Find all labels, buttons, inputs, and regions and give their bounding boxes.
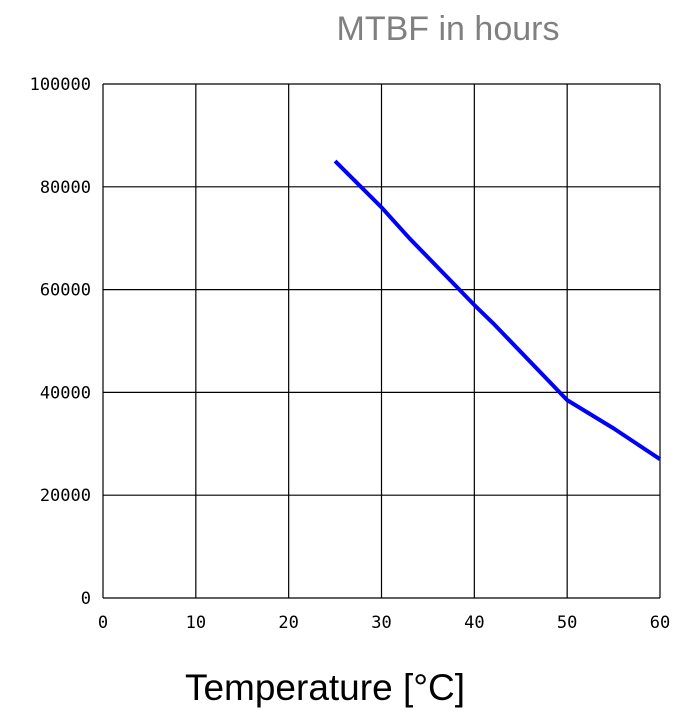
x-tick-label: 40 — [464, 613, 484, 633]
grid — [102, 83, 661, 599]
y-tick-label: 60000 — [40, 281, 91, 301]
y-tick-label: 40000 — [40, 383, 91, 403]
chart-title: MTBF in hours — [337, 10, 560, 48]
y-tick-label: 80000 — [40, 178, 91, 198]
x-tick-label: 30 — [371, 613, 391, 633]
series-line-0 — [333, 159, 662, 461]
series-group — [333, 159, 662, 461]
x-axis-label: Temperature [°C] — [185, 667, 465, 708]
y-tick-label: 0 — [81, 589, 91, 609]
x-tick-label: 0 — [98, 613, 108, 633]
x-tick-labels: 0 10 20 30 40 50 60 — [98, 613, 670, 633]
y-tick-label: 100000 — [30, 75, 91, 95]
x-tick-label: 60 — [650, 613, 670, 633]
y-tick-labels: 0 20000 40000 60000 80000 100000 — [30, 75, 91, 609]
x-tick-label: 50 — [557, 613, 577, 633]
x-tick-label: 20 — [278, 613, 298, 633]
x-tick-label: 10 — [186, 613, 206, 633]
y-tick-label: 20000 — [40, 486, 91, 506]
